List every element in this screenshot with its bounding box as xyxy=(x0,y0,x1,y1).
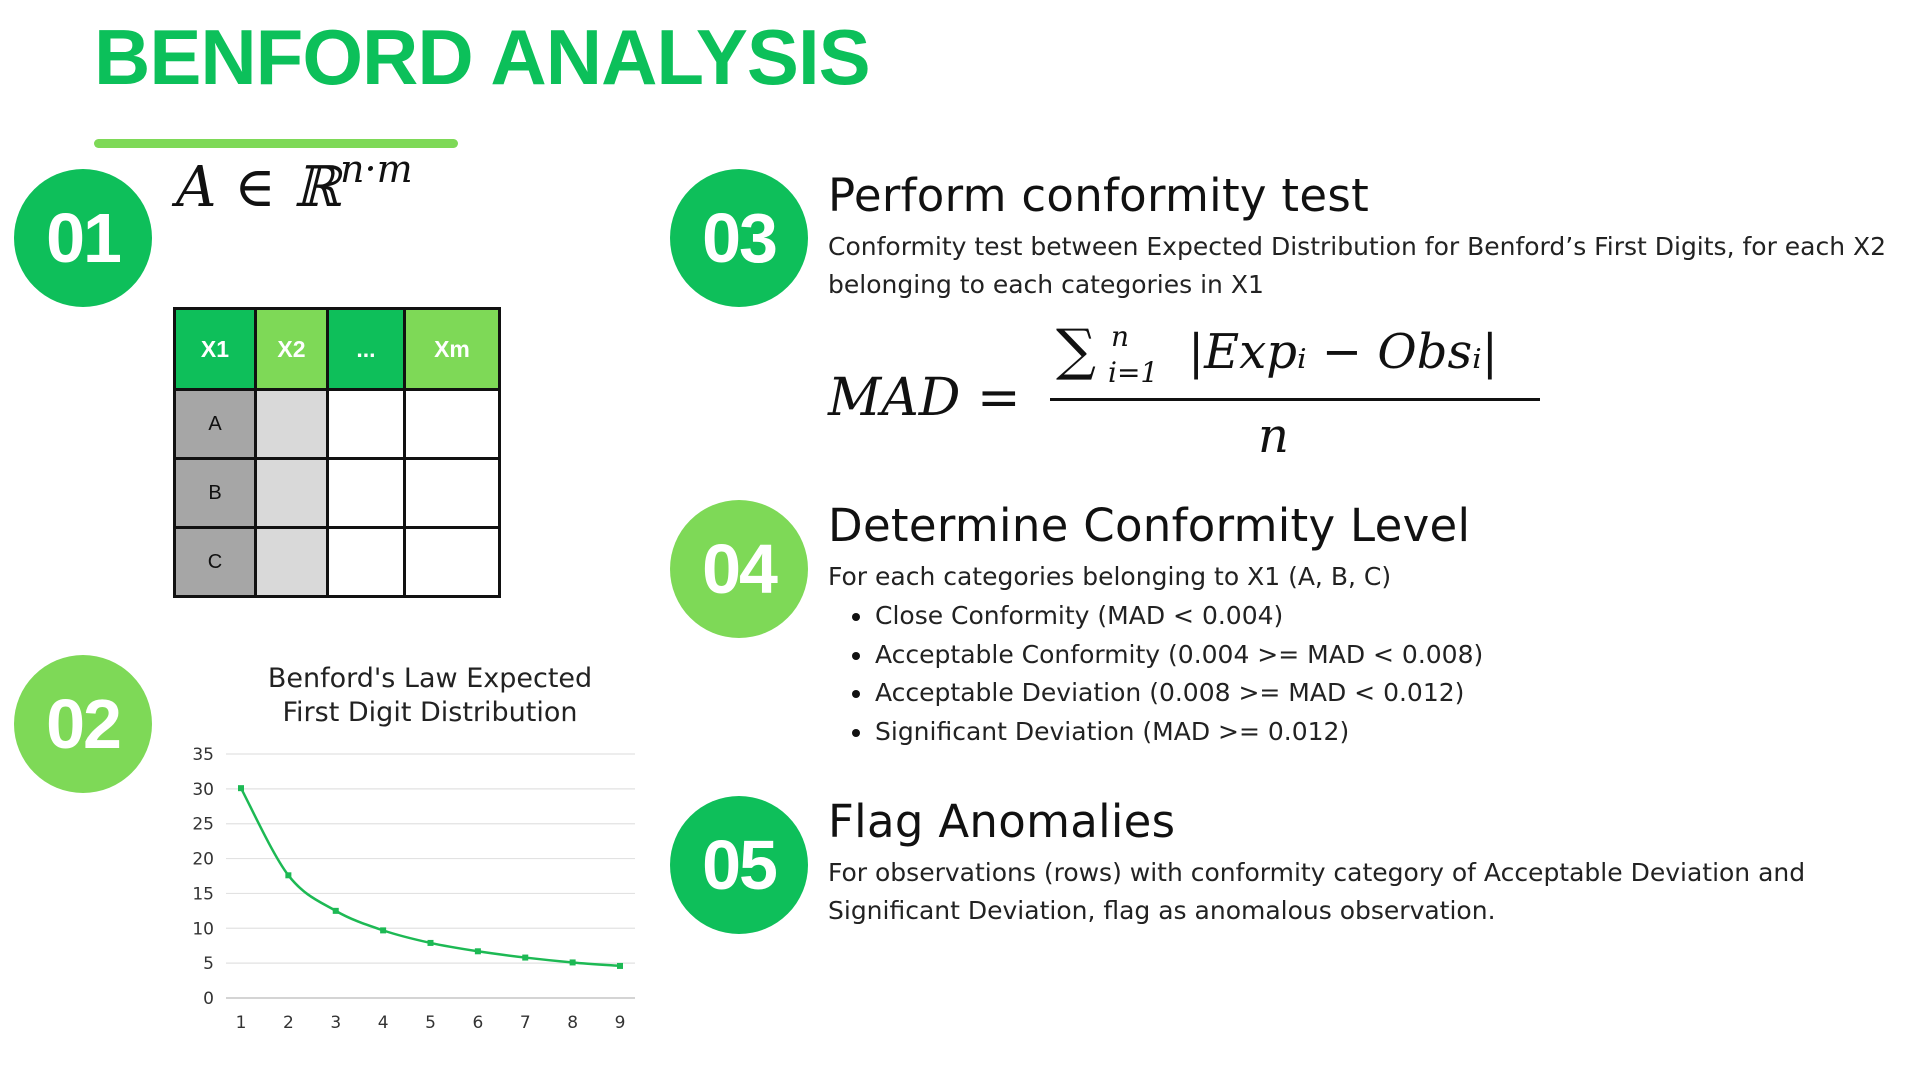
table-header-x2: X2 xyxy=(254,307,329,391)
x-tick-label: 5 xyxy=(425,1013,436,1033)
title-underline xyxy=(94,139,458,148)
table-cell xyxy=(326,457,406,529)
table-cell xyxy=(403,526,501,598)
data-point xyxy=(427,939,434,946)
y-tick-label: 20 xyxy=(192,850,214,870)
table-cell-category: A xyxy=(173,388,257,460)
table-row: A xyxy=(173,388,501,460)
data-point xyxy=(285,872,292,879)
table-header-ellipsis: ... xyxy=(326,307,406,391)
y-tick-label: 30 xyxy=(192,780,214,800)
step-04-heading: Determine Conformity Level xyxy=(828,499,1471,552)
step-05-heading: Flag Anomalies xyxy=(828,795,1176,848)
step-03-heading: Perform conformity test xyxy=(828,169,1370,222)
y-tick-label: 35 xyxy=(192,745,214,765)
table-cell xyxy=(403,388,501,460)
chart-title-line-2: First Digit Distribution xyxy=(282,697,578,728)
x-tick-label: 6 xyxy=(472,1013,483,1033)
page-title: BENFORD ANALYSIS xyxy=(94,13,871,101)
x-tick-label: 9 xyxy=(615,1013,626,1033)
fraction-bar xyxy=(1050,398,1540,401)
sum-symbol: ∑ xyxy=(1056,318,1096,383)
mad-denominator: n xyxy=(1258,408,1289,464)
x-tick-label: 8 xyxy=(567,1013,578,1033)
chart-title-line-1: Benford's Law Expected xyxy=(267,663,593,694)
x-tick-label: 2 xyxy=(283,1013,294,1033)
data-point xyxy=(380,927,387,934)
step-05-badge: 05 xyxy=(670,796,808,934)
table-row: C xyxy=(173,526,501,598)
table-header-x1: X1 xyxy=(173,307,257,391)
step-04-badge: 04 xyxy=(670,500,808,638)
data-point xyxy=(474,948,481,955)
data-point xyxy=(332,907,339,914)
data-point xyxy=(617,962,623,969)
table-cell-category: B xyxy=(173,457,257,529)
step-03-badge: 03 xyxy=(670,169,808,307)
step-04-description: For each categories belonging to X1 (A, … xyxy=(828,562,1392,591)
y-tick-label: 10 xyxy=(192,919,214,939)
table-cell xyxy=(326,388,406,460)
table-cell xyxy=(403,457,501,529)
x-tick-label: 4 xyxy=(378,1013,389,1033)
data-point xyxy=(522,954,529,961)
step-02-badge: 02 xyxy=(14,655,152,793)
list-item: Acceptable Conformity (0.004 >= MAD < 0.… xyxy=(850,636,1483,675)
step-05-description: For observations (rows) with conformity … xyxy=(828,858,1806,925)
matrix-formula-base: A ∈ ℝ xyxy=(176,155,341,220)
table-row: B xyxy=(173,457,501,529)
list-item: Acceptable Deviation (0.008 >= MAD < 0.0… xyxy=(850,674,1483,713)
mad-numerator: |Expᵢ − Obsᵢ| xyxy=(1188,324,1498,380)
chart-title: Benford's Law Expected First Digit Distr… xyxy=(220,662,640,730)
list-item: Significant Deviation (MAD >= 0.012) xyxy=(850,713,1483,752)
benford-line-chart: 0 5 10 15 20 25 30 35 1 2 3 4 5 6 7 8 9 xyxy=(192,745,635,1033)
sum-upper-limit: n xyxy=(1111,320,1130,353)
table-cell xyxy=(326,526,406,598)
data-matrix-table: X1 X2 ... Xm A B C xyxy=(173,307,501,598)
list-item: Close Conformity (MAD < 0.004) xyxy=(850,597,1483,636)
sum-lower-limit: i=1 xyxy=(1108,356,1159,389)
table-header-xm: Xm xyxy=(403,307,501,391)
y-tick-label: 25 xyxy=(192,815,214,835)
mad-formula: MAD = ∑ n i=1 |Expᵢ − Obsᵢ| n xyxy=(828,318,1540,468)
table-cell-category: C xyxy=(173,526,257,598)
step-01-badge: 01 xyxy=(14,169,152,307)
y-tick-label: 5 xyxy=(203,954,214,974)
table-header-row: X1 X2 ... Xm xyxy=(173,307,501,391)
series-line xyxy=(239,787,621,968)
x-tick-label: 1 xyxy=(236,1013,247,1033)
matrix-formula-exponent: n·m xyxy=(340,147,413,191)
table-cell xyxy=(254,457,329,529)
x-tick-label: 3 xyxy=(330,1013,341,1033)
y-tick-label: 15 xyxy=(192,884,214,904)
step-03-description: Conformity test between Expected Distrib… xyxy=(828,232,1887,299)
matrix-formula: A ∈ ℝn·m xyxy=(176,150,413,216)
conformity-levels-list: Close Conformity (MAD < 0.004) Acceptabl… xyxy=(850,597,1483,751)
data-point xyxy=(238,785,244,792)
x-tick-label: 7 xyxy=(520,1013,531,1033)
mad-formula-lhs: MAD = xyxy=(828,368,1021,428)
table-cell xyxy=(254,388,329,460)
table-cell xyxy=(254,526,329,598)
data-point xyxy=(569,959,576,966)
y-tick-label: 0 xyxy=(203,989,214,1009)
